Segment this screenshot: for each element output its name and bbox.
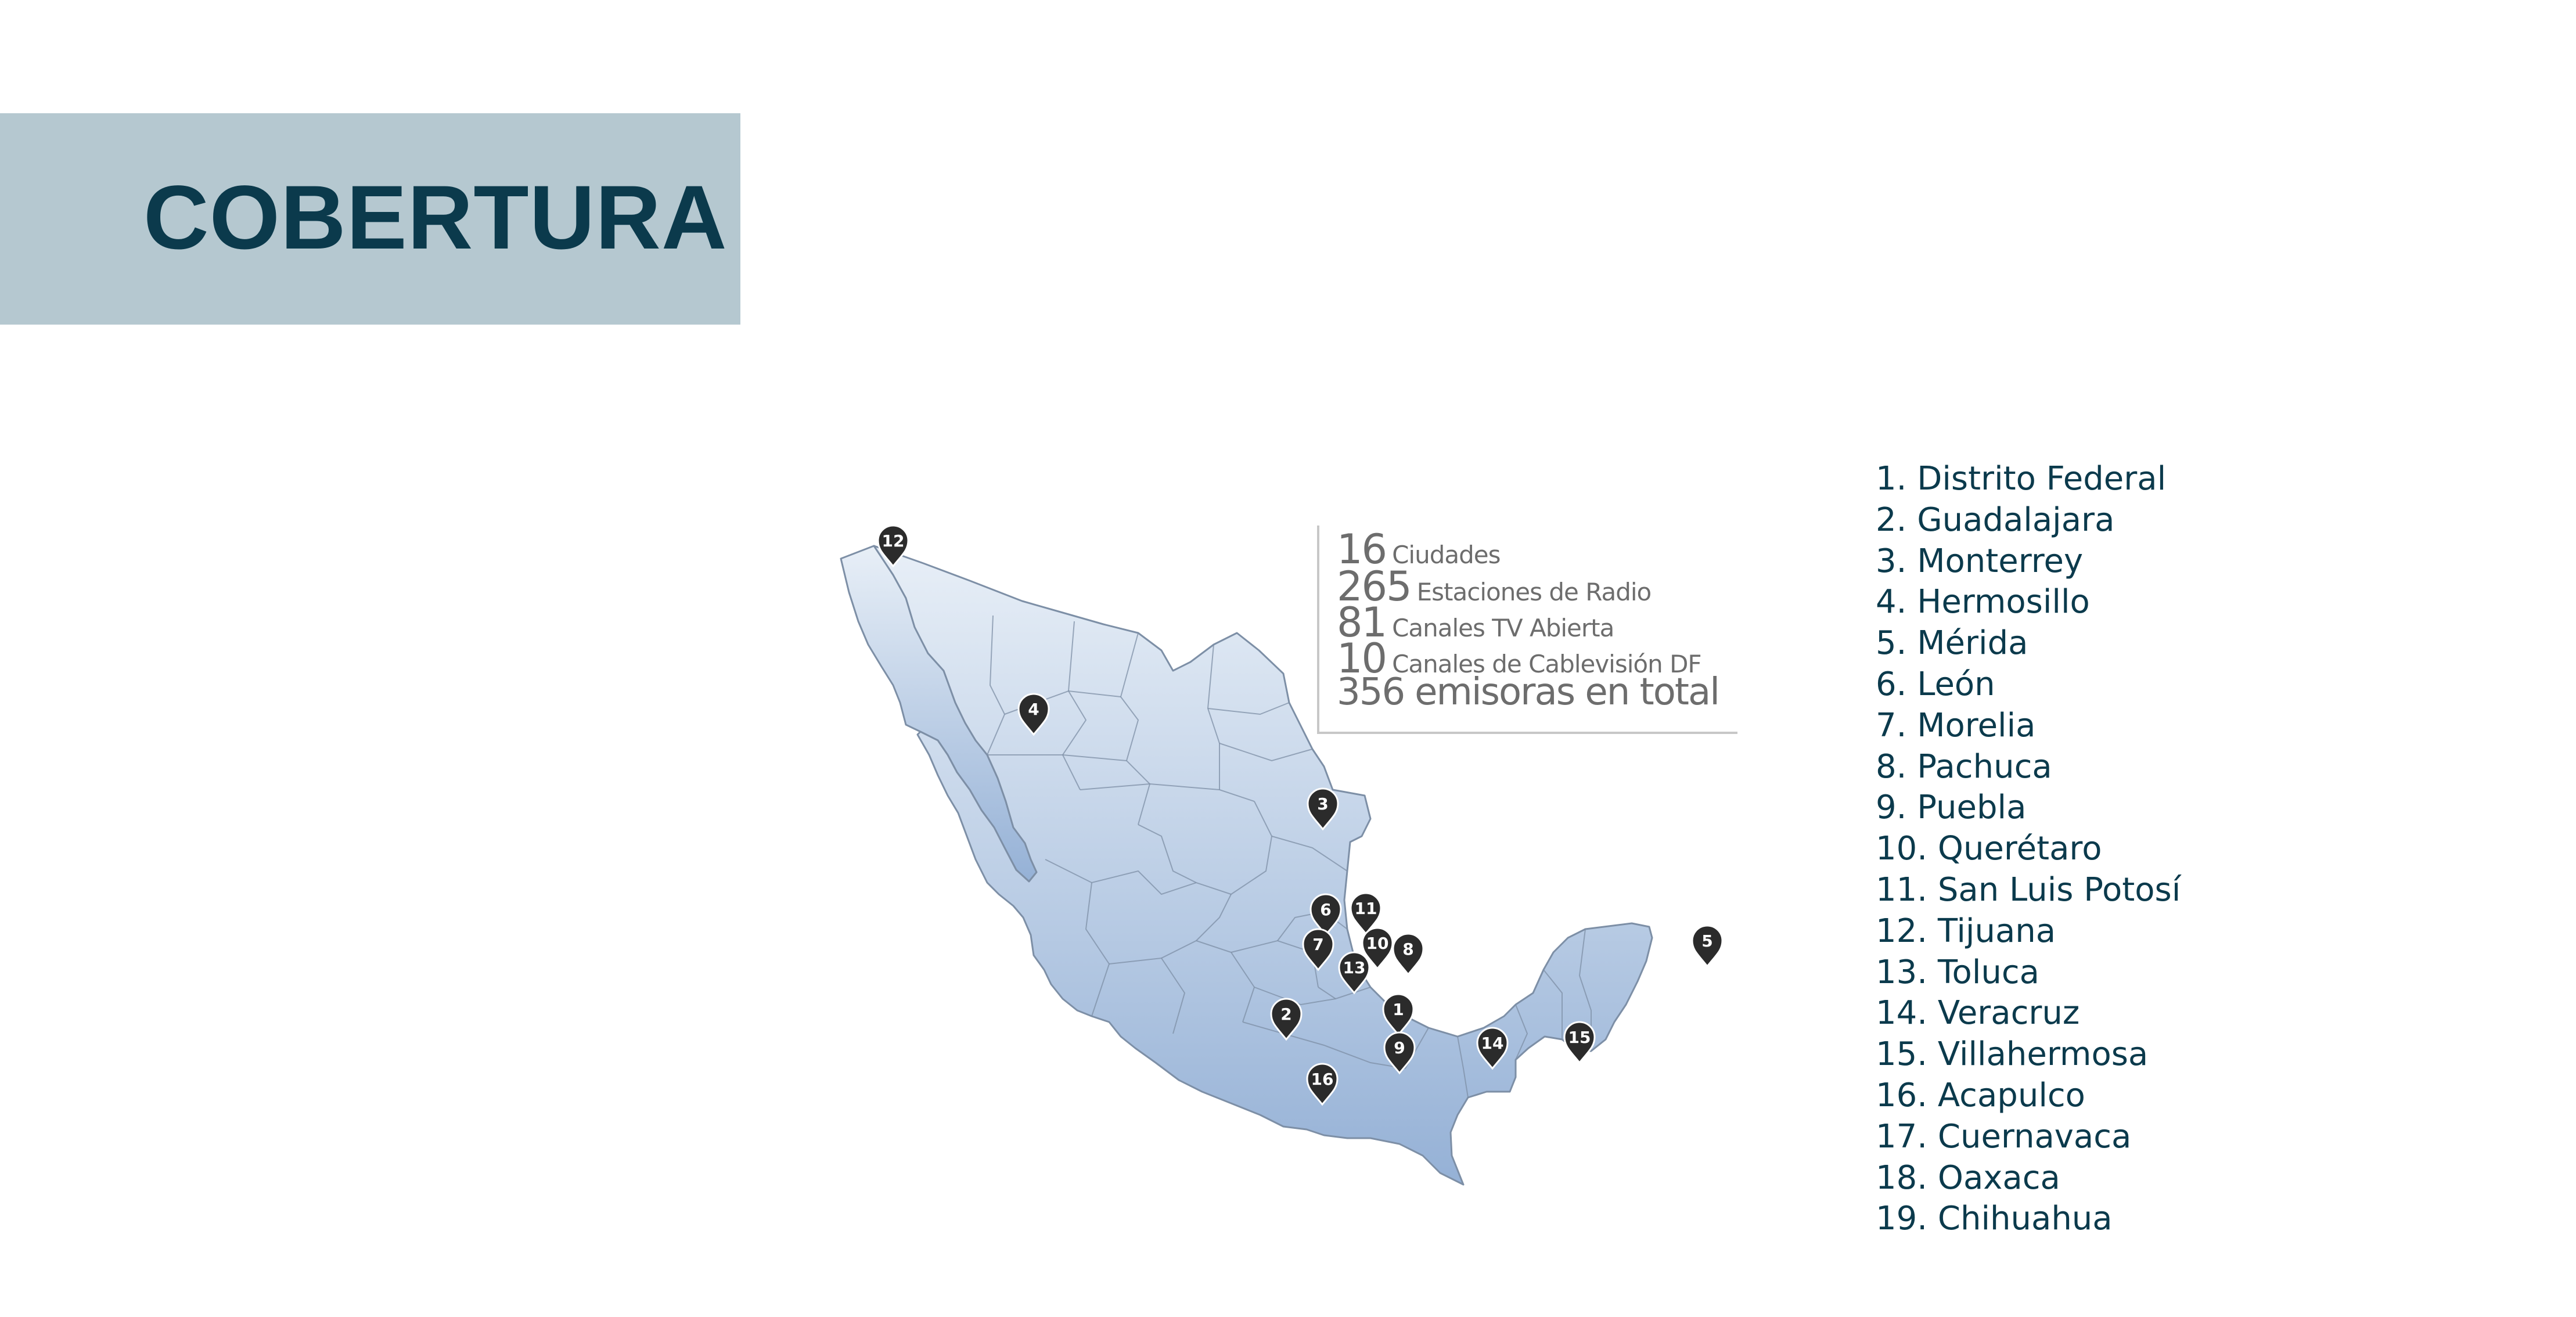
list-item: 18. Oaxaca (1876, 1158, 2060, 1197)
stat-label: Canales TV Abierta (1392, 614, 1614, 642)
stat-label: emisoras en total (1415, 671, 1720, 714)
list-item: 9. Puebla (1876, 789, 2027, 827)
pin-2: 2 (1270, 998, 1303, 1041)
pin-label: 6 (1320, 900, 1331, 919)
pin-5: 5 (1691, 924, 1724, 968)
state-borders (987, 615, 1592, 1098)
pin-15: 15 (1563, 1021, 1596, 1064)
pin-3: 3 (1307, 787, 1339, 831)
coverage-stats-box: 16 Ciudades 265 Estaciones de Radio 81 Cana… (1317, 526, 1737, 734)
mexico-coverage-map: 12 4 3 11 6 10 8 7 (840, 524, 1724, 1186)
pin-13: 13 (1338, 951, 1370, 995)
pin-16: 16 (1306, 1063, 1339, 1106)
list-item: 2. Guadalajara (1876, 501, 2115, 539)
pin-7: 7 (1302, 928, 1334, 971)
list-item: 14. Veracruz (1876, 994, 2080, 1032)
list-item: 4. Hermosillo (1876, 583, 2090, 621)
list-item: 19. Chihuahua (1876, 1200, 2113, 1238)
list-item: 10. Querétaro (1876, 830, 2102, 868)
map-pins: 12 4 3 11 6 10 8 7 (877, 524, 1724, 1106)
pin-label: 9 (1394, 1038, 1405, 1057)
stat-estaciones: 265 Estaciones de Radio (1337, 563, 1652, 610)
pin-10: 10 (1361, 927, 1394, 970)
pin-label: 2 (1280, 1005, 1291, 1024)
page-title: COBERTURA (143, 167, 728, 268)
stat-number: 265 (1337, 563, 1412, 610)
list-item: 8. Pachuca (1876, 747, 2052, 786)
pin-14: 14 (1476, 1027, 1509, 1070)
pin-9: 9 (1383, 1031, 1416, 1075)
pin-label: 8 (1402, 940, 1413, 959)
pin-label: 11 (1355, 899, 1377, 918)
pin-label: 10 (1366, 934, 1389, 953)
list-item: 7. Morelia (1876, 706, 2036, 744)
mainland-mexico (873, 545, 1653, 1186)
city-list: 1. Distrito Federal 2. Guadalajara 3. Mo… (1876, 459, 2181, 1240)
pin-label: 7 (1312, 935, 1323, 954)
stat-total: 356 emisoras en total (1337, 671, 1720, 714)
list-item: 1. Distrito Federal (1876, 460, 2167, 498)
pin-label: 15 (1568, 1028, 1591, 1047)
stat-number: 10 (1337, 635, 1387, 682)
stat-ciudades: 16 Ciudades (1337, 526, 1501, 573)
list-item: 17. Cuernavaca (1876, 1117, 2132, 1156)
stat-label: Ciudades (1392, 541, 1501, 569)
stat-label: Canales de Cablevisión DF (1392, 650, 1701, 678)
pin-label: 1 (1393, 1000, 1404, 1019)
list-item: 13. Toluca (1876, 953, 2039, 991)
pin-label: 16 (1311, 1070, 1334, 1089)
stat-number: 356 (1337, 671, 1405, 714)
list-item: 15. Villahermosa (1876, 1035, 2149, 1074)
pin-label: 13 (1343, 958, 1366, 977)
stat-cablevision: 10 Canales de Cablevisión DF (1337, 635, 1702, 682)
stat-label: Estaciones de Radio (1416, 578, 1652, 606)
stat-canales-tv: 81 Canales TV Abierta (1337, 599, 1614, 646)
pin-label: 5 (1701, 931, 1712, 951)
list-item: 3. Monterrey (1876, 542, 2084, 580)
title-band (0, 113, 740, 325)
list-item: 5. Mérida (1876, 624, 2028, 663)
pin-11: 11 (1350, 892, 1382, 935)
list-item: 6. León (1876, 665, 1995, 703)
pin-12: 12 (877, 524, 909, 568)
list-item: 12. Tijuana (1876, 912, 2056, 950)
list-item: 11. San Luis Potosí (1876, 870, 2181, 909)
pin-8: 8 (1392, 933, 1424, 976)
pin-label: 12 (882, 531, 905, 550)
pin-label: 14 (1481, 1034, 1504, 1053)
stat-number: 81 (1337, 599, 1387, 646)
pin-6: 6 (1309, 893, 1342, 937)
pin-label: 4 (1028, 700, 1039, 719)
list-item: 16. Acapulco (1876, 1076, 2085, 1114)
pin-4: 4 (1017, 693, 1050, 736)
pin-label: 3 (1317, 794, 1328, 814)
stat-number: 16 (1337, 526, 1387, 573)
pin-1: 1 (1382, 993, 1415, 1037)
